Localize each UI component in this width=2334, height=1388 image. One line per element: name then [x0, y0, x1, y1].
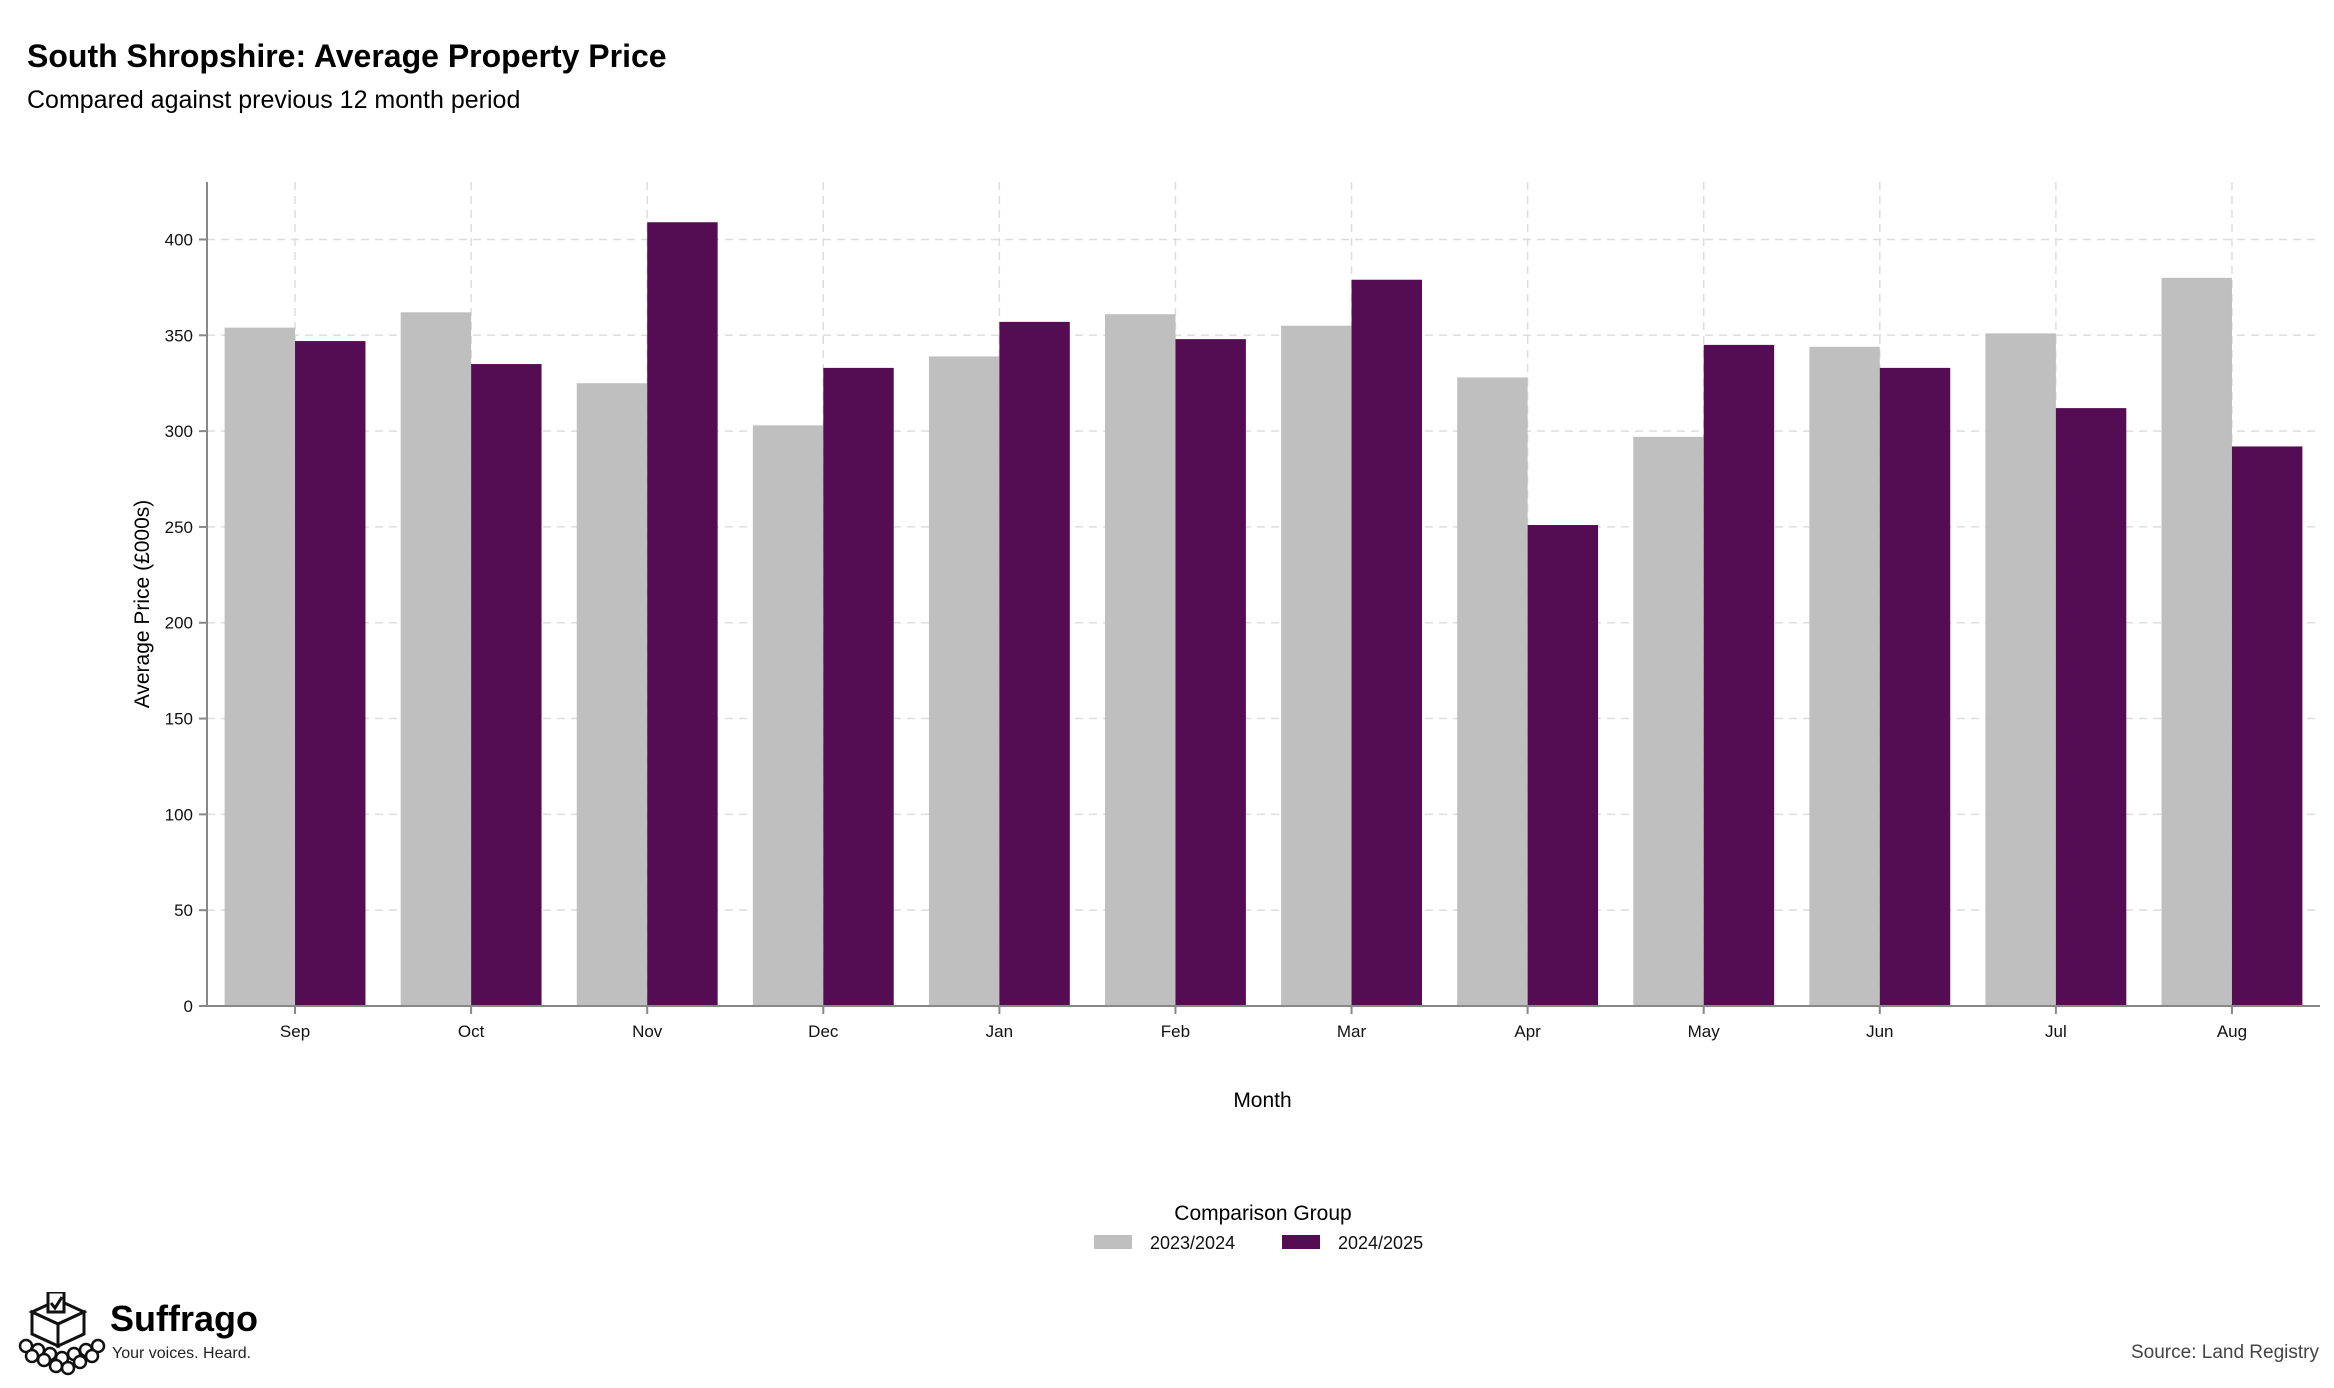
x-tick-label: Dec [808, 1022, 839, 1041]
chart-title: South Shropshire: Average Property Price [27, 38, 667, 74]
brand-tagline: Your voices. Heard. [112, 1345, 252, 1362]
legend-label-1: 2023/2024 [1150, 1233, 1235, 1253]
bar [1175, 339, 1246, 1006]
bar [647, 222, 718, 1006]
bar [295, 341, 366, 1006]
bar [1457, 377, 1528, 1007]
ballot-box-icon [14, 1290, 314, 1382]
y-tick-label: 300 [165, 422, 193, 441]
bar [2161, 277, 2232, 1006]
bar [1281, 325, 1352, 1006]
x-tick-label: Aug [2217, 1022, 2247, 1041]
bar [999, 321, 1070, 1006]
x-tick-label: Mar [1337, 1022, 1367, 1041]
bar [1351, 279, 1422, 1006]
source-note: Source: Land Registry [2131, 1342, 2319, 1363]
x-tick-label: Sep [280, 1022, 310, 1041]
legend-swatch-1 [1094, 1235, 1132, 1249]
bar [224, 327, 296, 1006]
bar [2055, 408, 2127, 1006]
bar-chart: 0 50 100 150 200 250 300 350 400 Sep Oct Nov Dec Jan F… [131, 182, 2320, 1253]
x-tick-label: Apr [1514, 1022, 1541, 1041]
y-tick-label: 50 [174, 901, 193, 920]
y-tick-label: 200 [165, 614, 193, 633]
y-tick-label: 150 [165, 710, 193, 729]
legend-swatch-2 [1282, 1235, 1320, 1249]
bar [1703, 344, 1775, 1006]
bar [752, 425, 824, 1006]
legend-label-2: 2024/2025 [1338, 1233, 1423, 1253]
bar [2231, 446, 2303, 1006]
bar [1527, 525, 1599, 1006]
y-tick-label: 0 [184, 997, 193, 1016]
y-tick-label: 250 [165, 518, 193, 537]
x-tick-label: May [1688, 1022, 1721, 1041]
bar [471, 364, 542, 1006]
bar [1809, 346, 1880, 1006]
bar [1985, 333, 2056, 1006]
bar [400, 312, 472, 1006]
bar [823, 367, 894, 1007]
chart-subtitle: Compared against previous 12 month perio… [27, 86, 521, 114]
bar [928, 356, 1000, 1006]
y-tick-label: 100 [165, 805, 193, 824]
x-tick-label: Jun [1866, 1022, 1893, 1041]
x-tick-label: Nov [632, 1022, 663, 1041]
bar [1879, 367, 1951, 1007]
x-tick-label: Oct [458, 1022, 485, 1041]
y-tick-label: 400 [165, 230, 193, 249]
x-tick-label: Jan [986, 1022, 1013, 1041]
x-tick-label: Feb [1161, 1022, 1190, 1041]
brand-name: Suffrago [110, 1298, 258, 1339]
bar [1105, 314, 1176, 1006]
bar [1633, 436, 1704, 1006]
bar [576, 383, 648, 1006]
y-tick-label: 350 [165, 326, 193, 345]
x-tick-label: Jul [2045, 1022, 2067, 1041]
legend-title: Comparison Group [1174, 1202, 1351, 1225]
y-axis-title: Average Price (£000s) [131, 500, 154, 709]
x-axis-title: Month [1233, 1089, 1291, 1112]
